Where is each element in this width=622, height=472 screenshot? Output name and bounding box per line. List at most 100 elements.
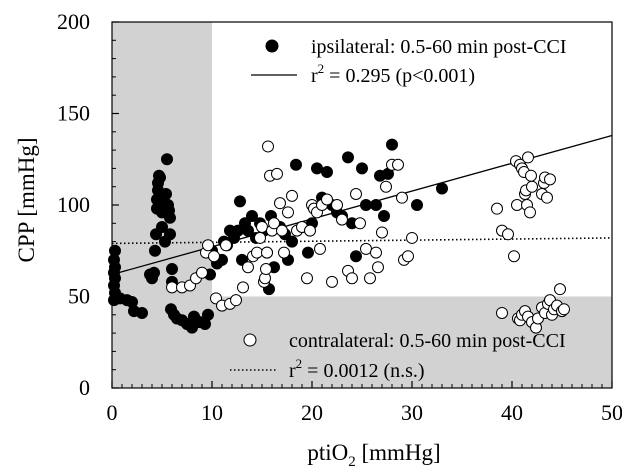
contralateral-series xyxy=(166,140,570,334)
x-axis-label: ptiO2 [mmHg] xyxy=(307,440,440,470)
ipsilateral-point xyxy=(149,244,161,257)
legend-marker-filled-circle xyxy=(265,39,279,53)
contralateral-point xyxy=(360,242,372,255)
contralateral-point xyxy=(392,158,404,171)
contralateral-point xyxy=(525,169,537,182)
contralateral-point xyxy=(544,173,556,186)
ipsilateral-point xyxy=(290,158,302,171)
y-tick-label: 100 xyxy=(57,192,90,217)
ipsilateral-point xyxy=(202,308,214,321)
ipsilateral-point xyxy=(342,151,354,164)
contralateral-point xyxy=(331,199,343,211)
contralateral-point xyxy=(511,199,523,211)
ipsilateral-point xyxy=(370,199,382,211)
contralateral-point xyxy=(261,246,273,259)
contralateral-point xyxy=(372,261,384,274)
x-tick-label: 30 xyxy=(401,400,423,425)
contralateral-point xyxy=(237,281,249,294)
contralateral-point xyxy=(202,239,214,252)
contralateral-point xyxy=(526,180,538,193)
contralateral-point xyxy=(196,266,208,279)
contralateral-point xyxy=(301,272,313,285)
ipsilateral-point xyxy=(302,246,314,259)
contralateral-point xyxy=(268,217,280,230)
x-tick-label: 40 xyxy=(501,400,523,425)
contralateral-point xyxy=(541,191,553,204)
contralateral-point xyxy=(230,294,242,307)
ipsilateral-point xyxy=(350,250,362,263)
contralateral-point xyxy=(326,275,338,288)
y-tick-label: 50 xyxy=(68,284,90,309)
ipsilateral-point xyxy=(356,162,368,175)
ipsilateral-point xyxy=(411,199,423,211)
contralateral-point xyxy=(350,188,362,201)
contralateral-point xyxy=(491,202,503,215)
ipsilateral-point xyxy=(311,162,323,175)
ipsilateral-point xyxy=(386,138,398,151)
ipsilateral-point xyxy=(378,209,390,222)
contralateral-point xyxy=(321,193,333,206)
contralateral-point xyxy=(208,250,220,263)
x-tick-label: 20 xyxy=(301,400,323,425)
contralateral-point xyxy=(522,151,534,164)
legend-contralateral-label: contralateral: 0.5-60 min post-CCI xyxy=(289,330,566,352)
contralateral-point xyxy=(282,206,294,219)
contralateral-point xyxy=(396,191,408,204)
ipsilateral-point xyxy=(164,228,176,241)
legend-contralateral-r2: r2 = 0.0012 (n.s.) xyxy=(289,356,425,382)
ipsilateral-point xyxy=(136,306,148,319)
contralateral-point xyxy=(496,306,508,319)
legend-ipsilateral-label: ipsilateral: 0.5-60 min post-CCI xyxy=(311,36,567,58)
contralateral-point xyxy=(380,180,392,193)
contralateral-point xyxy=(314,242,326,255)
ipsilateral-point xyxy=(360,199,372,211)
contralateral-point xyxy=(364,272,376,285)
y-tick-label: 150 xyxy=(57,101,90,126)
ipsilateral-point xyxy=(321,166,333,179)
contralateral-point xyxy=(554,283,566,296)
contralateral-point xyxy=(254,231,266,244)
ipsilateral-point xyxy=(164,211,176,224)
ipsilateral-point xyxy=(156,220,168,233)
contralateral-point xyxy=(402,250,414,263)
contralateral-point xyxy=(271,167,283,180)
contralateral-point xyxy=(346,272,358,285)
x-tick-label: 0 xyxy=(107,400,118,425)
ipsilateral-point xyxy=(166,263,178,276)
ipsilateral-point xyxy=(286,235,298,248)
ipsilateral-point xyxy=(246,209,258,222)
contralateral-point xyxy=(376,226,388,239)
contralateral-point xyxy=(558,303,570,316)
legend-ipsilateral-r2: r2 = 0.295 (p<0.001) xyxy=(311,61,475,87)
contralateral-point xyxy=(370,246,382,259)
contralateral-point xyxy=(220,239,232,252)
x-tick-label: 50 xyxy=(601,400,622,425)
ipsilateral-point xyxy=(109,244,121,257)
contralateral-point xyxy=(336,213,348,226)
legend-marker-open-circle xyxy=(243,333,257,347)
ipsilateral-point xyxy=(242,224,254,237)
y-tick-label: 0 xyxy=(79,375,90,400)
contralateral-point xyxy=(262,140,274,153)
legend-bottom: contralateral: 0.5-60 min post-CCI r2 = … xyxy=(230,330,566,382)
ipsilateral-point xyxy=(161,153,173,166)
contralateral-point xyxy=(524,206,536,219)
contralateral-point xyxy=(260,263,272,276)
contralateral-point xyxy=(166,281,178,294)
ipsilateral-point xyxy=(154,171,166,184)
y-tick-label: 200 xyxy=(57,9,90,34)
contralateral-point xyxy=(502,228,514,241)
axis-ticks: 0 10 20 30 40 50 0 50 100 150 200 xyxy=(57,9,622,425)
ipsilateral-point xyxy=(160,188,172,201)
contralateral-point xyxy=(256,220,268,233)
contralateral-point xyxy=(276,224,288,237)
ipsilateral-point xyxy=(148,266,160,279)
contralateral-fit-line xyxy=(111,237,613,245)
contralateral-point xyxy=(354,217,366,230)
contralateral-point xyxy=(274,197,286,210)
x-tick-label: 10 xyxy=(201,400,223,425)
contralateral-point xyxy=(242,261,254,274)
legend-top: ipsilateral: 0.5-60 min post-CCI r2 = 0.… xyxy=(240,28,604,94)
contralateral-point xyxy=(508,250,520,263)
